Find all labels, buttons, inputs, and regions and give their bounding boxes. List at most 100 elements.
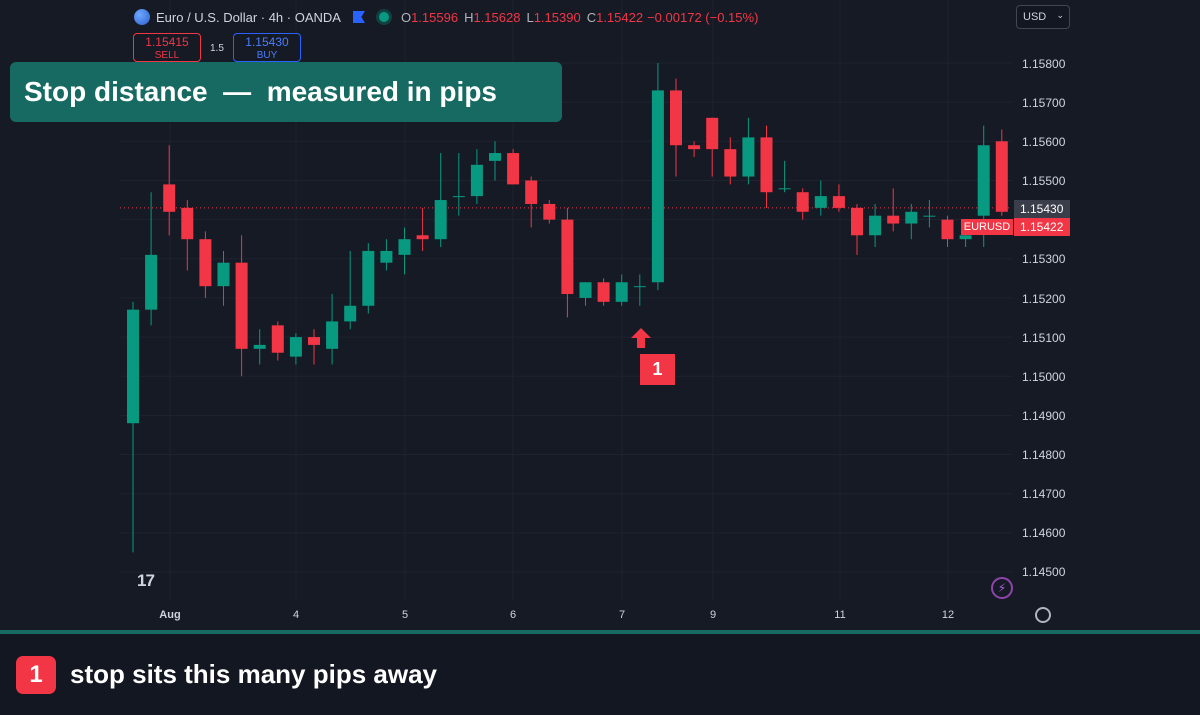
- candle-body: [235, 262, 248, 349]
- candle-body: [724, 149, 737, 177]
- caption-number-badge: 1: [16, 656, 56, 694]
- chart-area[interactable]: Euro / U.S. Dollar · 4h · OANDA O 1.15596…: [0, 0, 1200, 630]
- candle: [489, 141, 501, 181]
- banner-title: Stop distance — measured in pips: [24, 76, 497, 107]
- price-axis-label: 1.14500: [1022, 565, 1066, 579]
- candle-body: [851, 207, 863, 236]
- buy-label: BUY: [256, 50, 278, 61]
- currency-select[interactable]: USD ⌄: [1016, 5, 1070, 29]
- candle: [941, 215, 954, 248]
- candle-body: [561, 219, 574, 295]
- marker-badge: 1: [640, 354, 675, 385]
- candle: [543, 200, 556, 224]
- candle-body: [380, 250, 393, 263]
- candle: [796, 188, 809, 220]
- candle-body: [543, 203, 556, 220]
- candle: [181, 200, 194, 271]
- candle-body: [308, 337, 320, 345]
- price-axis-label: 1.14600: [1022, 526, 1066, 540]
- candle-body: [289, 337, 302, 357]
- candle: [814, 180, 827, 216]
- candle-body: [489, 153, 501, 161]
- time-axis-label: 4: [292, 609, 300, 621]
- ohlc-high-key: H: [464, 9, 474, 25]
- candle: [434, 153, 447, 248]
- candle: [127, 301, 139, 553]
- candle: [670, 78, 682, 177]
- chevron-down-icon: ⌄: [1056, 10, 1064, 20]
- last-price-label: 1.15422: [1014, 218, 1070, 236]
- candle: [326, 294, 339, 365]
- ohlc-high-value: 1.15628: [473, 9, 521, 25]
- candle-body: [416, 235, 429, 240]
- lightning-icon[interactable]: ⚡: [991, 577, 1013, 599]
- candle-body: [434, 200, 447, 240]
- candle: [905, 203, 918, 240]
- candle: [851, 203, 863, 255]
- flag-icon[interactable]: [352, 11, 365, 23]
- candle-body: [651, 90, 664, 283]
- price-axis-label: 1.15700: [1022, 96, 1066, 110]
- candle: [145, 192, 158, 326]
- time-axis-label: 9: [709, 609, 717, 621]
- candle-body: [760, 137, 773, 193]
- time-axis-label: 7: [618, 609, 626, 621]
- price-axis-label: 1.15100: [1022, 331, 1066, 345]
- candle-body: [525, 180, 538, 204]
- tradingview-logo-icon[interactable]: 17: [137, 571, 155, 590]
- candle-body: [507, 153, 520, 185]
- candle: [289, 333, 302, 365]
- candle: [398, 227, 411, 275]
- price-axis-label: 1.15200: [1022, 292, 1066, 306]
- ohlc-low-value: 1.15390: [533, 9, 581, 25]
- candlestick-chart[interactable]: [0, 0, 1200, 630]
- candle: [887, 188, 900, 232]
- candle-body: [127, 309, 139, 424]
- candle-body: [362, 250, 375, 306]
- symbol-price-tag: EURUSD: [961, 219, 1013, 235]
- time-axis-label: 11: [834, 609, 846, 621]
- candle-body: [995, 141, 1008, 212]
- candle-body: [688, 145, 701, 150]
- candle-body: [145, 254, 158, 310]
- candle: [163, 145, 176, 236]
- candle-body: [181, 207, 194, 240]
- candle: [308, 329, 320, 365]
- sell-price: 1.15415: [145, 35, 189, 49]
- buy-button[interactable]: 1.15430 BUY: [233, 33, 301, 62]
- currency-value: USD: [1023, 11, 1047, 23]
- candle-body: [814, 196, 827, 208]
- candle-body: [199, 239, 212, 287]
- candle-body: [742, 137, 755, 177]
- candle: [344, 250, 357, 330]
- candle-body: [887, 215, 900, 224]
- candle-body: [706, 117, 719, 150]
- candle: [869, 203, 882, 248]
- caption-text: stop sits this many pips away: [70, 659, 437, 689]
- candle: [615, 274, 628, 306]
- candle: [832, 184, 845, 212]
- candle: [271, 321, 284, 361]
- candle-body: [615, 282, 628, 302]
- candle-body: [959, 235, 972, 240]
- candle: [217, 250, 230, 306]
- candle-body: [579, 282, 592, 298]
- symbol-title[interactable]: Euro / U.S. Dollar · 4h · OANDA: [156, 9, 341, 25]
- candle: [688, 141, 701, 157]
- candle: [597, 278, 610, 306]
- sell-button[interactable]: 1.15415 SELL: [133, 33, 201, 62]
- candle: [579, 282, 592, 306]
- candle-body: [869, 215, 882, 236]
- time-axis-label: 12: [941, 609, 955, 621]
- ohlc-close-key: C: [586, 9, 597, 25]
- candle: [561, 207, 574, 318]
- candle: [470, 149, 483, 204]
- spread-value: 1.5: [210, 43, 224, 54]
- candle: [706, 117, 719, 177]
- gear-icon[interactable]: [1035, 607, 1051, 623]
- candle-body: [470, 164, 483, 197]
- ohlc-open-value: 1.15596: [411, 9, 459, 25]
- candle: [651, 63, 664, 291]
- price-axis-label: 1.15600: [1022, 135, 1066, 149]
- price-axis-label: 1.14700: [1022, 487, 1066, 501]
